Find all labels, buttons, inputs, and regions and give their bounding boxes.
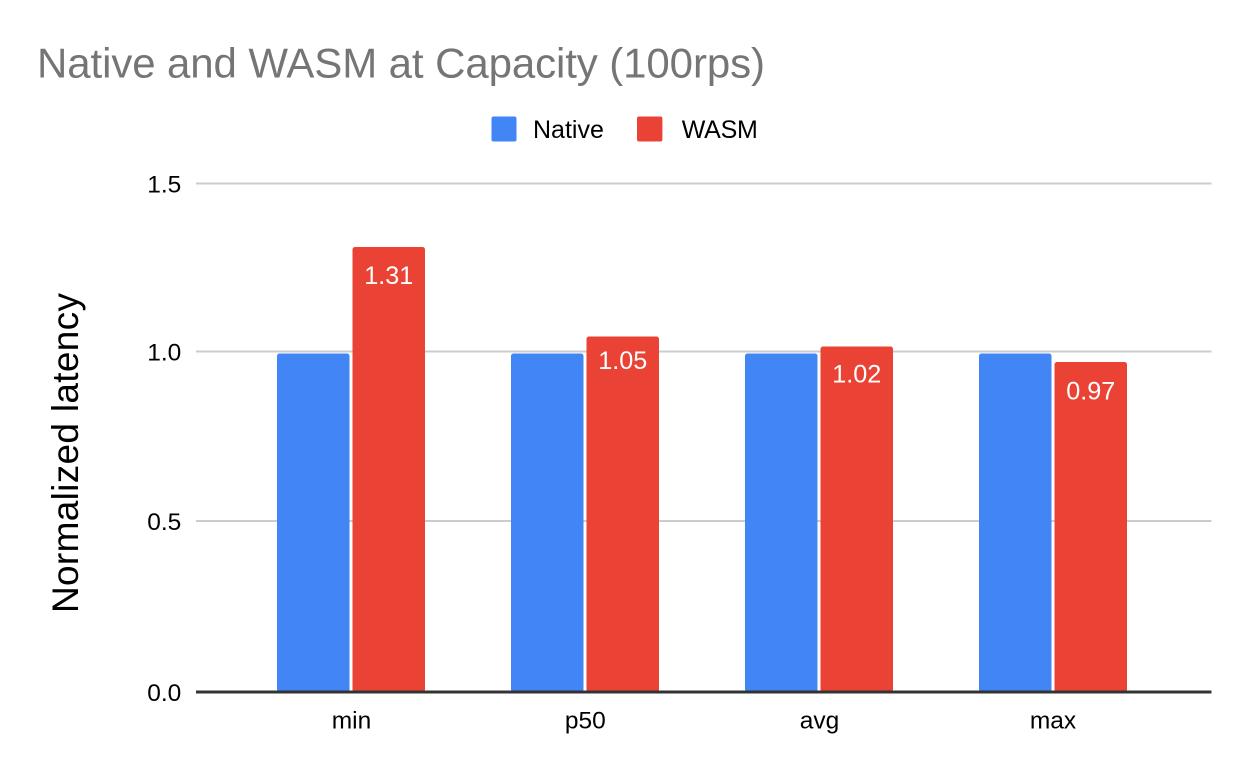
svg-text:1.0: 1.0 xyxy=(147,339,181,366)
svg-text:max: max xyxy=(1030,707,1076,734)
svg-text:min: min xyxy=(332,707,371,734)
svg-text:Normalized latency: Normalized latency xyxy=(45,293,86,614)
svg-text:1.02: 1.02 xyxy=(832,361,881,389)
svg-text:WASM: WASM xyxy=(682,116,758,144)
svg-text:1.5: 1.5 xyxy=(147,171,181,198)
svg-text:Native and WASM at Capacity (1: Native and WASM at Capacity (100rps) xyxy=(37,40,765,87)
svg-text:avg: avg xyxy=(800,707,840,734)
svg-text:Native: Native xyxy=(533,116,604,144)
svg-text:1.31: 1.31 xyxy=(364,262,413,290)
svg-text:0.5: 0.5 xyxy=(147,509,181,536)
svg-text:0.97: 0.97 xyxy=(1066,377,1115,405)
svg-text:p50: p50 xyxy=(565,707,606,734)
svg-text:0.0: 0.0 xyxy=(147,680,181,707)
svg-text:1.05: 1.05 xyxy=(598,347,647,375)
